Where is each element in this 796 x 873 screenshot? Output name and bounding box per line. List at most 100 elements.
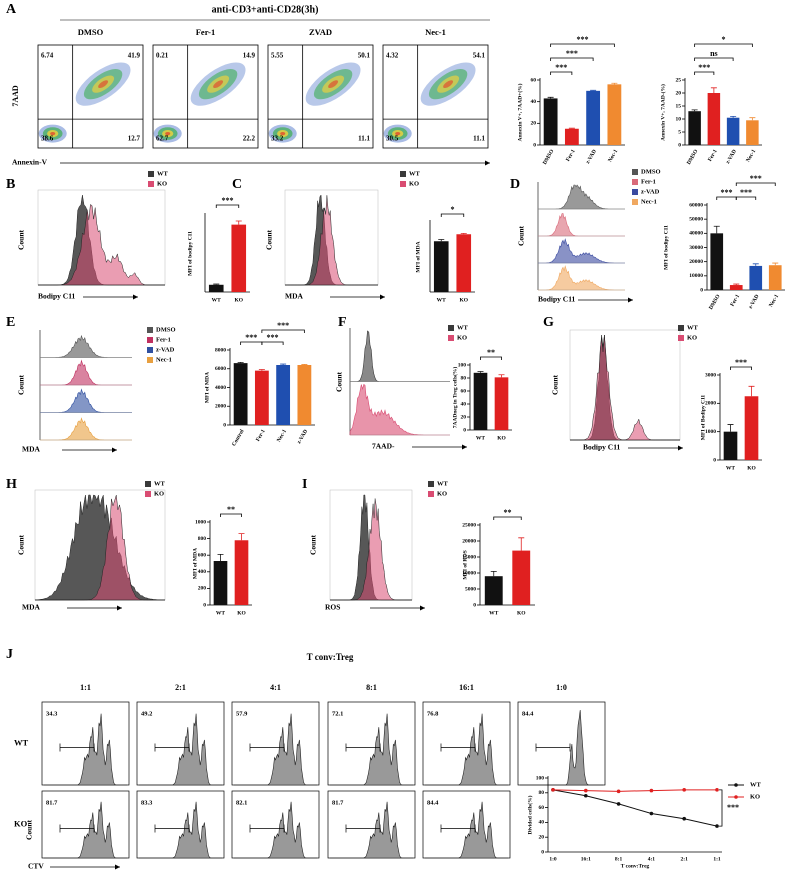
- legend-label: KO: [750, 793, 760, 800]
- histogram: [330, 801, 413, 859]
- x-tick-label: 4:1: [648, 856, 656, 862]
- histogram: [285, 195, 378, 286]
- legend-swatch: [147, 337, 153, 343]
- flow-density: [98, 80, 109, 89]
- arrow-head: [112, 447, 117, 453]
- x-tick-label: Fer-1: [255, 428, 267, 442]
- y-tick-label: 40: [461, 401, 467, 407]
- y-axis-label: MFI of ROS: [462, 550, 468, 579]
- row-label: WT: [14, 737, 29, 747]
- panel-label: B: [6, 177, 15, 192]
- y-axis-label: Annexin V+, 7AAD+(%): [516, 83, 523, 141]
- quadrant-value: 41.9: [128, 52, 141, 60]
- x-axis-label: T conv:Treg: [621, 863, 650, 869]
- column-label: 8:1: [366, 683, 377, 692]
- bar: [586, 90, 601, 145]
- legend-label: Nec-1: [641, 198, 657, 205]
- y-axis-label: MFI of MDA: [192, 548, 198, 579]
- significance-bracket: [261, 341, 284, 345]
- error-bar: [518, 537, 525, 551]
- y-tick-label: 0: [541, 849, 544, 855]
- panel-label: A: [6, 2, 17, 17]
- y-axis-label: Count: [309, 534, 318, 555]
- quadrant-value: 30.5: [386, 135, 399, 143]
- y-tick-label: 20000: [689, 259, 703, 265]
- y-tick-label: 1000: [705, 429, 716, 435]
- y-tick-label: 6000: [215, 366, 226, 372]
- point: [715, 788, 719, 792]
- significance-bracket: [694, 43, 753, 47]
- y-tick-label: 80: [539, 790, 545, 796]
- legend-swatch: [145, 481, 151, 487]
- y-tick-label: 15000: [462, 554, 476, 560]
- flow-plot-title: Fer-1: [196, 27, 216, 37]
- y-tick-label: 40000: [689, 231, 703, 237]
- point: [551, 788, 555, 792]
- legend-swatch: [147, 347, 153, 353]
- legend-swatch: [428, 491, 434, 497]
- significance-label: ***: [698, 63, 710, 72]
- x-tick-label: 1:0: [549, 856, 557, 862]
- significance-bracket: [735, 196, 757, 200]
- gate: [249, 824, 285, 833]
- x-tick-label: KO: [234, 297, 243, 303]
- point: [682, 816, 686, 821]
- significance-label: ***: [577, 35, 589, 44]
- y-tick-label: 100: [458, 362, 467, 368]
- y-tick-label: 25000: [462, 522, 476, 528]
- bar: [276, 365, 291, 425]
- x-axis-label: MDA: [285, 292, 303, 301]
- line: [552, 789, 717, 792]
- bar: [473, 372, 488, 430]
- x-tick-label: Fer-1: [707, 148, 719, 162]
- legend-marker: [734, 795, 738, 799]
- legend-label: KO: [457, 334, 467, 341]
- arrow-head: [485, 160, 490, 166]
- row-label: KO: [14, 818, 28, 828]
- quadrant-value: 5.55: [271, 52, 284, 60]
- y-tick-label: 0: [473, 602, 476, 608]
- significance-bracket: [440, 213, 465, 217]
- y-axis-label: Count: [17, 229, 26, 250]
- legend-label: WT: [687, 324, 699, 331]
- significance-bracket: [550, 57, 594, 61]
- x-axis-label: Bodipy C11: [583, 443, 621, 452]
- bar: [233, 363, 248, 425]
- significance-label: ***: [566, 49, 578, 58]
- legend-swatch: [632, 179, 638, 185]
- gate-value: 76.8: [427, 710, 439, 717]
- error-bar: [477, 371, 484, 373]
- gate: [345, 824, 381, 833]
- arrow-head: [628, 297, 633, 303]
- histogram: [234, 713, 317, 786]
- legend-label: DMSO: [156, 326, 176, 333]
- y-tick-label: 10: [676, 116, 682, 122]
- error-bar: [590, 89, 597, 91]
- flow-density: [395, 131, 401, 136]
- gate-value: 84.4: [427, 799, 439, 806]
- histogram: [570, 334, 680, 441]
- bar: [433, 241, 449, 292]
- y-tick-label: 20: [676, 90, 682, 96]
- y-tick-label: 400: [198, 569, 207, 575]
- y-tick-label: 0: [713, 457, 716, 463]
- y-axis-label: MFI of MDA: [415, 241, 421, 272]
- bar: [710, 233, 724, 290]
- column-label: 4:1: [270, 683, 281, 692]
- significance-label: ***: [721, 188, 733, 197]
- point: [715, 824, 719, 828]
- point: [682, 788, 686, 792]
- x-axis-label: CTV: [28, 862, 44, 871]
- gate: [345, 743, 381, 752]
- y-tick-label: 5000: [465, 586, 476, 592]
- x-axis-label: MDA: [22, 603, 40, 612]
- bar: [494, 377, 509, 430]
- gate: [154, 824, 190, 833]
- significance-label: ***: [740, 188, 752, 197]
- significance-label: **: [487, 348, 495, 357]
- error-bar: [490, 571, 497, 577]
- panel-label: E: [6, 315, 15, 330]
- y-tick-label: 800: [198, 536, 207, 542]
- y-tick-label: 10000: [462, 570, 476, 576]
